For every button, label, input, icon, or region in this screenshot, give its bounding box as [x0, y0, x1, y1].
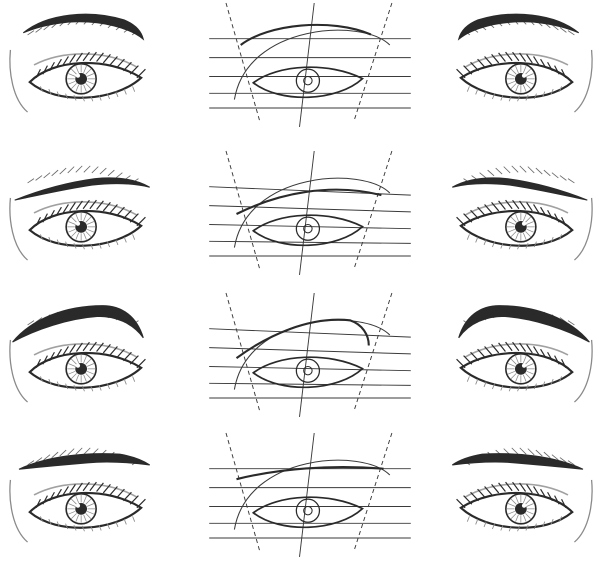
eye-outline — [251, 66, 364, 99]
highlight — [75, 73, 81, 78]
eye-outline — [251, 496, 364, 529]
eye-left-row-1 — [4, 2, 154, 130]
eye-left-row-4 — [4, 432, 154, 560]
diagonal-guide — [225, 2, 261, 121]
construction-drawing — [209, 150, 411, 275]
highlight — [521, 363, 527, 368]
eyebrow — [457, 13, 580, 41]
crease-line — [464, 201, 569, 216]
eyebrow — [18, 453, 151, 470]
guide-line — [209, 205, 411, 213]
construction-row-2 — [205, 150, 415, 278]
brow-outline — [236, 466, 384, 481]
iris — [295, 358, 321, 383]
eye-drawing-right — [456, 13, 593, 113]
eye-right-row-1 — [448, 2, 598, 130]
pupil — [303, 365, 313, 376]
eye-outline — [251, 214, 364, 247]
highlight — [75, 503, 81, 508]
construction-row-1 — [205, 2, 415, 130]
eye-outline — [251, 356, 364, 389]
arc-guide — [233, 459, 391, 530]
brow-outline — [236, 188, 382, 215]
eye-drawing-left — [9, 165, 150, 261]
diagonal-guide — [353, 2, 393, 121]
vertical-guide — [299, 432, 315, 557]
diagonal-guide — [225, 150, 261, 269]
crease-line — [464, 343, 569, 358]
eye-right-row-4 — [448, 432, 598, 560]
construction-row-3 — [205, 292, 415, 420]
eye-drawing-right — [452, 165, 593, 261]
eye-drawing-left — [9, 305, 146, 403]
vertical-guide — [299, 2, 315, 127]
arc-guide — [233, 29, 391, 100]
pupil — [303, 505, 313, 516]
highlight — [521, 221, 527, 226]
vertical-guide — [299, 292, 315, 417]
crease-line — [464, 53, 569, 68]
brow-outline — [240, 23, 372, 46]
orbit-line — [9, 197, 28, 261]
eyebrow — [451, 453, 584, 470]
construction-row-4 — [205, 432, 415, 560]
pupil — [303, 75, 313, 86]
eyebrow — [12, 305, 144, 343]
crease-line — [33, 483, 138, 498]
diagonal-guide — [353, 150, 393, 269]
brow-outline — [235, 318, 370, 359]
eyebrow — [452, 177, 588, 201]
eye-drawing-left — [9, 447, 151, 543]
construction-drawing — [209, 432, 411, 557]
eye-drawing-right — [451, 447, 593, 543]
iris — [295, 216, 321, 241]
iris — [295, 498, 321, 523]
diagonal-guide — [225, 292, 261, 411]
orbit-line — [574, 197, 593, 261]
diagonal-guide — [225, 432, 261, 551]
eyebrow — [14, 177, 150, 201]
eye-drawing-right — [456, 305, 593, 403]
orbit-line — [9, 479, 28, 543]
pupil — [303, 223, 313, 234]
orbit-line — [574, 339, 593, 403]
highlight — [75, 363, 81, 368]
crease-line — [33, 201, 138, 216]
orbit-line — [574, 479, 593, 543]
highlight — [521, 73, 527, 78]
iris — [295, 68, 321, 93]
vertical-guide — [299, 150, 315, 275]
eye-drawing-left — [9, 13, 146, 113]
eye-right-row-2 — [448, 150, 598, 278]
construction-drawing — [209, 2, 411, 127]
eyebrow — [22, 13, 145, 41]
eye-right-row-3 — [448, 292, 598, 420]
guide-line — [209, 366, 411, 372]
eyebrow — [458, 305, 590, 343]
guide-line — [209, 347, 411, 355]
orbit-line — [9, 49, 28, 113]
orbit-line — [9, 339, 28, 403]
guide-line — [209, 224, 411, 230]
guide-line — [209, 382, 411, 386]
crease-line — [33, 343, 138, 358]
construction-drawing — [209, 292, 411, 417]
crease-line — [464, 483, 569, 498]
crease-line — [33, 53, 138, 68]
guide-line — [209, 328, 411, 338]
eye-left-row-3 — [4, 292, 154, 420]
guide-line — [209, 240, 411, 244]
arc-guide — [233, 177, 391, 248]
diagonal-guide — [353, 292, 393, 411]
orbit-line — [574, 49, 593, 113]
eye-left-row-2 — [4, 150, 154, 278]
highlight — [75, 221, 81, 226]
highlight — [521, 503, 527, 508]
diagonal-guide — [353, 432, 393, 551]
